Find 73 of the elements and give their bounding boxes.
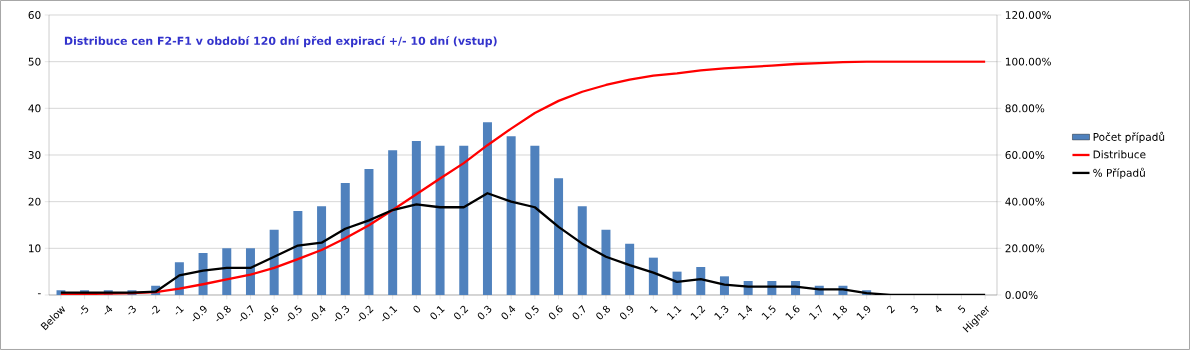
legend-label: Distribuce [1093, 150, 1146, 159]
x-tick-label: 0 [413, 305, 421, 313]
bar [388, 150, 398, 295]
y2-tick-label: 80.00% [1005, 104, 1045, 113]
y2-tick-label: 60.00% [1005, 151, 1045, 159]
bar [577, 206, 587, 295]
y2-tick-label: 100.00% [1005, 57, 1051, 66]
x-tick-label: 0.2 [454, 305, 469, 320]
x-tick-label: 0.6 [548, 305, 563, 320]
x-tick-label: -0.8 [216, 305, 231, 322]
bar [293, 210, 303, 295]
x-tick-label: 3 [910, 305, 918, 314]
x-tick-label: 4 [935, 305, 942, 313]
x-tick-label: -0.3 [334, 305, 350, 322]
x-tick-label: 0.4 [501, 305, 516, 320]
x-tick-label: -0.4 [311, 305, 326, 322]
x-tick-label: -4 [104, 305, 113, 315]
x-tick-label: -2 [152, 305, 161, 315]
x-tick-label: 0.3 [477, 305, 492, 320]
x-tick-label: 1.6 [785, 305, 800, 320]
y2-tick-label: 20.00% [1005, 244, 1045, 253]
bar [625, 243, 635, 295]
legend-label: Počet případů [1093, 131, 1165, 143]
bar [340, 182, 350, 295]
bar [696, 266, 706, 295]
x-tick-label: 0.1 [430, 306, 445, 320]
y2-tick-label: 0.00% [1005, 291, 1038, 299]
bar [459, 145, 469, 295]
bar [411, 140, 421, 295]
x-tick-label: 0.9 [619, 305, 634, 320]
y-tick-label: 40 [28, 104, 41, 113]
y-tick-label: 10 [29, 244, 41, 253]
legend-label: % Případů [1093, 167, 1145, 179]
y-tick-label: 20 [28, 197, 41, 206]
y2-tick-label: 120.00% [1005, 11, 1051, 19]
x-tick-label: -1 [175, 306, 184, 315]
y-tick-label: 30 [28, 151, 41, 159]
x-tick-label: -5 [80, 305, 89, 315]
bar [530, 145, 540, 295]
x-tick-label: 1.7 [809, 304, 822, 320]
y-tick-label: - [37, 293, 41, 295]
bar [364, 168, 374, 295]
bar [269, 229, 279, 295]
x-tick-label: -0.9 [192, 305, 207, 322]
y-tick-label: 60 [28, 11, 41, 19]
x-tick-label: -0.2 [358, 305, 374, 322]
x-tick-label: 1 [649, 306, 658, 314]
x-tick-label: 0.7 [572, 304, 586, 320]
x-tick-label: 1.4 [737, 305, 753, 320]
bar [601, 229, 611, 295]
bar [435, 145, 445, 295]
x-tick-label: 2 [886, 305, 895, 314]
x-tick-label: 1.9 [856, 305, 871, 320]
bar [648, 257, 658, 295]
bar [482, 122, 492, 295]
x-tick-label: 1.2 [690, 305, 706, 320]
bar [317, 206, 327, 295]
bar [554, 178, 564, 295]
x-tick-label: -0.5 [287, 305, 302, 322]
x-tick-label: 1.1 [666, 306, 682, 320]
x-tick-label: 0.8 [596, 305, 610, 320]
x-tick-label: -0.6 [263, 305, 279, 322]
x-tick-label: 1.3 [714, 305, 729, 320]
text: Distribuce cen F2-F1 v období 120 dní před expirací +/- 10 dní (vstup) [64, 36, 497, 48]
x-tick-label: 1.8 [832, 305, 847, 320]
x-tick-label: -0.7 [240, 304, 254, 322]
y2-tick-label: 40.00% [1005, 197, 1045, 206]
x-tick-label: 0.5 [525, 305, 539, 320]
y-tick-label: 50 [28, 57, 41, 66]
bar [506, 136, 516, 295]
x-tick-label: -3 [128, 305, 136, 315]
x-tick-label: 1.5 [761, 305, 776, 320]
x-tick-label: -0.1 [382, 306, 398, 322]
